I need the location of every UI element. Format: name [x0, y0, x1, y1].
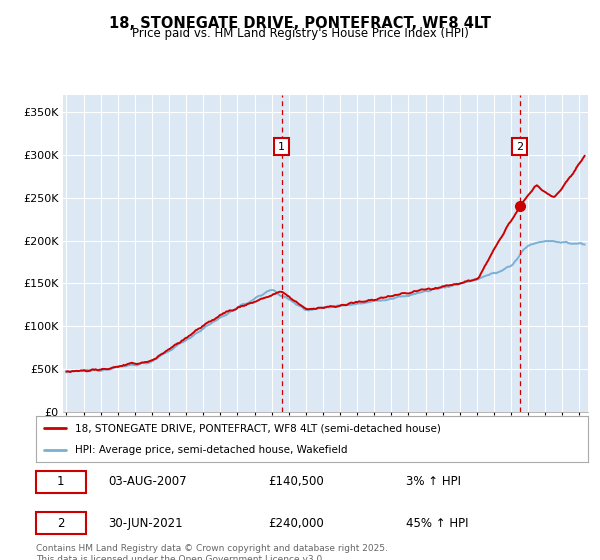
Text: 18, STONEGATE DRIVE, PONTEFRACT, WF8 4LT (semi-detached house): 18, STONEGATE DRIVE, PONTEFRACT, WF8 4LT…: [74, 423, 440, 433]
Text: 1: 1: [278, 142, 285, 152]
Text: 3% ↑ HPI: 3% ↑ HPI: [406, 475, 461, 488]
Text: Contains HM Land Registry data © Crown copyright and database right 2025.
This d: Contains HM Land Registry data © Crown c…: [36, 544, 388, 560]
FancyBboxPatch shape: [36, 471, 86, 493]
Text: 03-AUG-2007: 03-AUG-2007: [108, 475, 187, 488]
Text: Price paid vs. HM Land Registry's House Price Index (HPI): Price paid vs. HM Land Registry's House …: [131, 27, 469, 40]
Text: 18, STONEGATE DRIVE, PONTEFRACT, WF8 4LT: 18, STONEGATE DRIVE, PONTEFRACT, WF8 4LT: [109, 16, 491, 31]
Text: 30-JUN-2021: 30-JUN-2021: [108, 517, 182, 530]
Text: HPI: Average price, semi-detached house, Wakefield: HPI: Average price, semi-detached house,…: [74, 445, 347, 455]
Text: 2: 2: [57, 517, 65, 530]
Text: £140,500: £140,500: [268, 475, 323, 488]
Text: 1: 1: [57, 475, 65, 488]
Text: 45% ↑ HPI: 45% ↑ HPI: [406, 517, 469, 530]
FancyBboxPatch shape: [36, 512, 86, 534]
Text: £240,000: £240,000: [268, 517, 323, 530]
Text: 2: 2: [516, 142, 523, 152]
